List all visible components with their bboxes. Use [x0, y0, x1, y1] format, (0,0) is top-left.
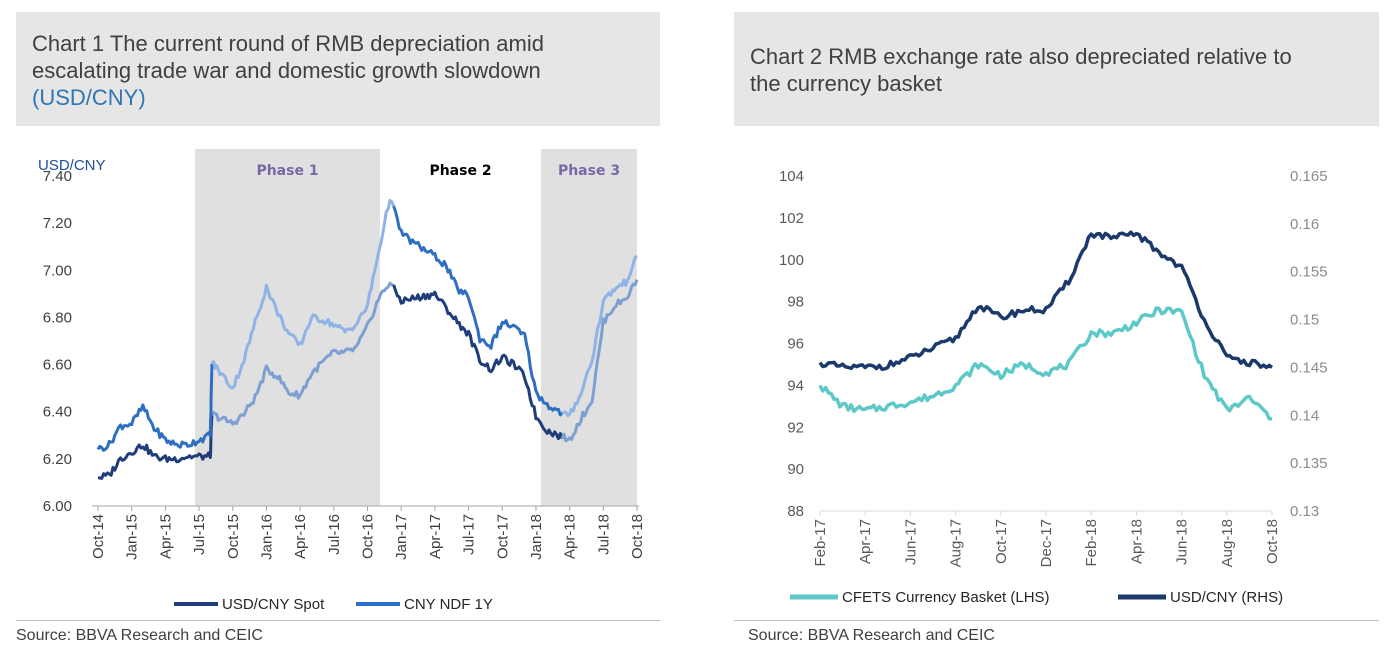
y-right-tick-label: 0.165	[1290, 168, 1328, 185]
y-axis-unit-label: USD/CNY	[38, 157, 106, 174]
cfets-basket-line	[818, 306, 1273, 421]
x-tick-label: Apr-15	[157, 514, 174, 559]
x-tick-label: Oct-15	[225, 514, 242, 559]
usdcny-spot-line	[210, 281, 394, 426]
x-tick-label: Oct-18	[1264, 519, 1281, 564]
phase-label: Phase 2	[429, 163, 491, 179]
y-right-tick-label: 0.16	[1290, 216, 1319, 233]
x-tick-label: Apr-17	[427, 514, 444, 559]
phase-band	[541, 149, 637, 506]
x-tick-label: Jul-18	[595, 514, 612, 555]
chart2-title: Chart 2 RMB exchange rate also depreciat…	[734, 12, 1379, 126]
y-tick-label: 7.40	[43, 168, 72, 185]
x-tick-label: Jan-17	[393, 514, 410, 560]
legend-label-ndf: CNY NDF 1Y	[404, 596, 493, 613]
chart1-title: Chart 1 The current round of RMB depreci…	[16, 12, 660, 126]
legend-label-spot: USD/CNY Spot	[222, 596, 325, 613]
phase-label: Phase 3	[558, 163, 620, 179]
x-tick-label: Apr-18	[562, 514, 579, 559]
x-tick-label: Dec-17	[1038, 519, 1055, 567]
chart2-source: Source: BBVA Research and CEIC	[748, 627, 995, 644]
x-tick-label: Jun-17	[902, 519, 919, 565]
usdcny-rhs-line	[818, 230, 1274, 372]
usdcny-spot-line	[392, 284, 564, 441]
x-tick-label: Aug-17	[948, 519, 965, 567]
y-left-tick-label: 102	[779, 210, 804, 227]
chart2-title-line2: the currency basket	[750, 71, 942, 96]
chart1-source: Source: BBVA Research and CEIC	[16, 627, 263, 644]
x-tick-label: Oct-17	[993, 519, 1010, 564]
x-tick-label: Apr-18	[1128, 519, 1145, 564]
x-tick-label: Aug-18	[1219, 519, 1236, 567]
x-tick-label: Jul-15	[191, 514, 208, 555]
chart1-panel: Chart 1 The current round of RMB depreci…	[16, 12, 660, 613]
y-right-tick-label: 0.155	[1290, 264, 1328, 281]
chart1-svg: Phase 1 Phase 2 Phase 3 USD/CNY 6.00 6.20 6.40…	[38, 149, 646, 613]
y-tick-label: 7.00	[43, 262, 72, 279]
x-tick-label: Jan-15	[124, 514, 141, 560]
y-left-tick-label: 90	[787, 461, 804, 478]
phase-band	[195, 149, 380, 506]
cny-ndf-1y-line	[561, 254, 638, 418]
y-tick-label: 6.00	[43, 498, 72, 515]
y-left-tick-label: 100	[779, 252, 804, 269]
usdcny-spot-line	[560, 279, 639, 443]
chart1-title-line2: escalating trade war and domestic growth…	[32, 58, 541, 83]
x-tick-label: Oct-18	[629, 514, 646, 559]
chart1-title-line3: (USD/CNY)	[32, 85, 146, 110]
chart1-source-rule	[16, 620, 660, 621]
y-left-tick-label: 98	[787, 294, 804, 311]
y-left-tick-label: 104	[779, 168, 804, 185]
x-tick-label: Jul-16	[326, 514, 343, 555]
chart1-title-line1: Chart 1 The current round of RMB depreci…	[32, 31, 544, 56]
x-tick-label: Oct-16	[360, 514, 377, 559]
x-tick-label: Jan-18	[528, 514, 545, 560]
chart2-panel: Chart 2 RMB exchange rate also depreciat…	[734, 12, 1379, 606]
legend-label-usdcny: USD/CNY (RHS)	[1170, 589, 1283, 606]
y-right-tick-label: 0.15	[1290, 312, 1319, 329]
y-tick-label: 7.20	[43, 215, 72, 232]
cny-ndf-1y-line	[392, 205, 564, 417]
y-tick-label: 6.80	[43, 309, 72, 326]
chart2-title-line1: Chart 2 RMB exchange rate also depreciat…	[750, 44, 1292, 69]
usdcny-spot-line	[97, 415, 214, 480]
x-tick-label: Jul-17	[461, 514, 478, 555]
y-tick-label: 6.20	[43, 451, 72, 468]
x-tick-label: Feb-18	[1083, 519, 1100, 567]
y-right-tick-label: 0.145	[1290, 359, 1328, 376]
cny-ndf-1y-line	[96, 363, 214, 452]
y-right-tick-label: 0.13	[1290, 503, 1319, 520]
cny-ndf-1y-line	[210, 199, 396, 390]
chart2-source-rule	[734, 620, 1379, 621]
y-tick-label: 6.40	[43, 404, 72, 421]
y-right-tick-label: 0.14	[1290, 407, 1319, 424]
x-tick-label: Apr-17	[857, 519, 874, 564]
y-left-tick-label: 92	[787, 419, 804, 436]
y-right-tick-label: 0.135	[1290, 455, 1328, 472]
y-left-tick-label: 88	[787, 503, 804, 520]
x-tick-label: Jun-18	[1174, 519, 1191, 565]
x-tick-label: Oct-14	[90, 514, 107, 559]
y-left-tick-label: 94	[787, 377, 804, 394]
y-left-tick-label: 96	[787, 336, 804, 353]
x-tick-label: Oct-17	[494, 514, 511, 559]
chart2-svg: 88 90 92 94 96 98 100 102 104 0.13 0.135 0.14 0.145 0…	[779, 168, 1328, 606]
x-tick-label: Feb-17	[812, 519, 829, 567]
phase-label: Phase 1	[256, 163, 318, 179]
x-tick-label: Jan-16	[258, 514, 275, 560]
legend-label-cfets: CFETS Currency Basket (LHS)	[842, 589, 1050, 606]
y-tick-label: 6.60	[43, 357, 72, 374]
x-tick-label: Apr-16	[292, 514, 309, 559]
